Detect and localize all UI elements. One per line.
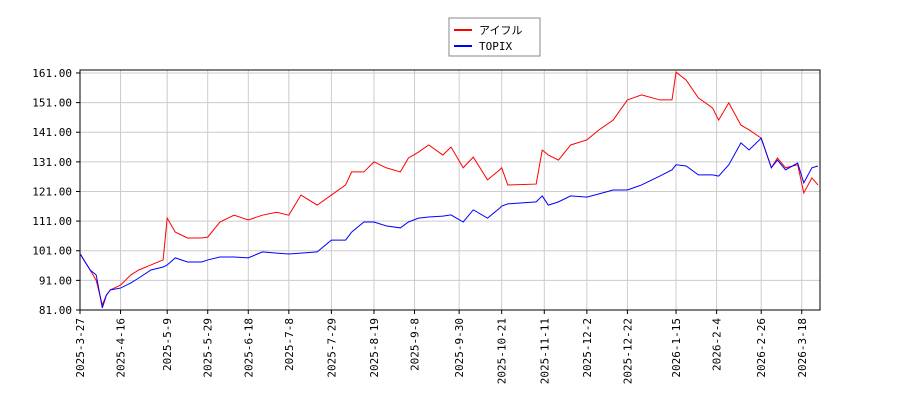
y-tick-label: 141.00: [32, 126, 72, 139]
x-tick-label: 2025-9-8: [409, 318, 422, 371]
x-tick-label: 2025-12-2: [581, 318, 594, 378]
y-tick-label: 81.00: [39, 304, 72, 317]
x-tick-label: 2026-2-26: [755, 318, 768, 378]
y-tick-label: 121.00: [32, 185, 72, 198]
x-tick-label: 2025-7-29: [325, 318, 338, 378]
x-tick-label: 2026-1-15: [670, 318, 683, 378]
x-tick-label: 2026-3-18: [796, 318, 809, 378]
plot-frame: [79, 69, 821, 311]
x-tick-label: 2025-3-27: [74, 318, 87, 378]
y-tick-label: 161.00: [32, 67, 72, 80]
x-tick-label: 2025-4-16: [115, 318, 128, 378]
x-tick-label: 2025-7-8: [283, 318, 296, 371]
y-tick-label: 101.00: [32, 245, 72, 258]
x-tick-label: 2025-6-18: [242, 318, 255, 378]
y-tick-label: 111.00: [32, 215, 72, 228]
x-tick-label: 2025-9-30: [453, 318, 466, 378]
x-tick-label: 2025-12-22: [621, 318, 634, 384]
series-line: [79, 137, 819, 309]
x-tick-label: 2025-5-9: [161, 318, 174, 371]
x-tick-label: 2026-2-4: [711, 318, 724, 371]
x-tick-label: 2025-10-21: [496, 318, 509, 384]
legend-box: [448, 17, 541, 57]
y-tick-label: 91.00: [39, 274, 72, 287]
x-tick-label: 2025-8-19: [368, 318, 381, 378]
y-tick-label: 131.00: [32, 156, 72, 169]
x-tick-label: 2025-11-11: [538, 318, 551, 384]
legend-label: アイフル: [479, 24, 522, 37]
legend-label: TOPIX: [479, 40, 512, 53]
y-tick-label: 151.00: [32, 97, 72, 110]
series-line: [79, 71, 819, 307]
x-tick-label: 2025-5-29: [202, 318, 215, 378]
